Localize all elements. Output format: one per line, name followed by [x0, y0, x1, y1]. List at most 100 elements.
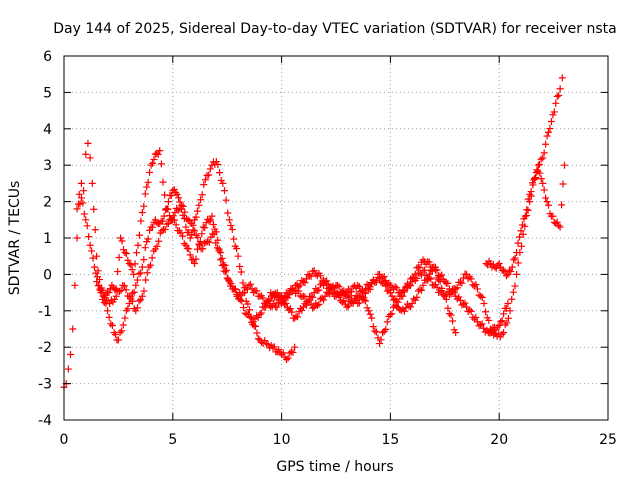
data-point	[547, 118, 555, 126]
data-point	[294, 313, 302, 321]
data-point	[478, 293, 486, 301]
data-point	[244, 300, 252, 308]
data-point	[433, 266, 441, 274]
data-point	[143, 183, 151, 191]
data-point	[537, 155, 545, 163]
data-point	[240, 304, 248, 312]
data-point	[73, 205, 81, 213]
data-point	[509, 288, 517, 296]
data-point	[116, 329, 124, 337]
data-point	[141, 190, 149, 198]
data-point	[184, 216, 192, 224]
data-point	[535, 160, 543, 168]
data-point	[192, 213, 200, 221]
data-point	[348, 288, 356, 296]
data-point	[175, 194, 183, 202]
data-point	[368, 280, 376, 288]
y-tick-label: 0	[43, 267, 52, 283]
data-point	[138, 292, 146, 300]
data-point	[327, 286, 335, 294]
data-point	[128, 266, 136, 274]
data-point	[157, 160, 165, 168]
data-point	[282, 355, 290, 363]
data-point	[286, 305, 294, 313]
data-point	[534, 161, 542, 169]
data-point	[313, 301, 321, 309]
data-point	[121, 249, 129, 257]
data-point	[80, 187, 88, 195]
x-axis-label: GPS time / hours	[276, 459, 393, 475]
data-point	[164, 198, 172, 206]
data-point	[540, 149, 548, 157]
data-point	[390, 296, 398, 304]
data-point	[104, 307, 112, 315]
data-point	[514, 259, 522, 267]
data-point	[218, 262, 226, 270]
data-point	[518, 242, 526, 250]
data-point	[402, 304, 410, 312]
y-tick-label: 5	[43, 85, 52, 101]
x-tick-label: 20	[490, 432, 508, 448]
data-point	[169, 212, 177, 220]
data-point	[270, 343, 278, 351]
data-point	[516, 233, 524, 241]
data-point	[306, 296, 314, 304]
data-point	[407, 303, 415, 311]
data-point	[262, 340, 270, 348]
data-point	[295, 287, 303, 295]
data-point	[195, 201, 203, 209]
data-point	[164, 219, 172, 227]
data-point	[186, 251, 194, 259]
series-track-c	[93, 201, 512, 337]
data-point	[182, 241, 190, 249]
data-point	[178, 201, 186, 209]
data-point	[270, 300, 278, 308]
data-point	[122, 250, 130, 258]
data-point	[288, 308, 296, 316]
data-point	[445, 310, 453, 318]
data-point	[130, 270, 138, 278]
data-point	[514, 239, 522, 247]
data-point	[220, 267, 228, 275]
x-tick-label: 15	[381, 432, 399, 448]
y-tick-label: 1	[43, 231, 52, 247]
data-point	[111, 286, 119, 294]
data-point	[368, 314, 376, 322]
data-point	[523, 206, 531, 214]
data-point	[271, 289, 279, 297]
data-point	[539, 179, 547, 187]
data-point	[265, 296, 273, 304]
data-point	[444, 304, 452, 312]
data-point	[93, 252, 101, 260]
data-point	[428, 267, 436, 275]
data-point	[251, 315, 259, 323]
data-point	[542, 194, 550, 202]
data-point	[214, 160, 222, 168]
data-point	[164, 205, 172, 213]
data-point	[163, 220, 171, 228]
data-point	[296, 281, 304, 289]
y-tick-label: -2	[38, 340, 52, 356]
data-point	[473, 318, 481, 326]
data-point	[410, 295, 418, 303]
data-point	[357, 287, 365, 295]
data-point	[212, 239, 220, 247]
data-point	[503, 319, 511, 327]
data-point	[67, 350, 75, 358]
data-point	[201, 176, 209, 184]
data-point	[208, 212, 216, 220]
data-point	[555, 91, 563, 99]
data-point	[376, 340, 384, 348]
series-track-e	[482, 161, 568, 280]
data-point	[337, 288, 345, 296]
data-point	[114, 336, 122, 344]
data-point	[236, 296, 244, 304]
data-point	[210, 230, 218, 238]
data-point	[383, 318, 391, 326]
data-point	[222, 268, 230, 276]
data-point	[435, 272, 443, 280]
data-point	[151, 216, 159, 224]
data-point	[75, 190, 83, 198]
data-point	[215, 247, 223, 255]
data-point	[301, 279, 309, 287]
